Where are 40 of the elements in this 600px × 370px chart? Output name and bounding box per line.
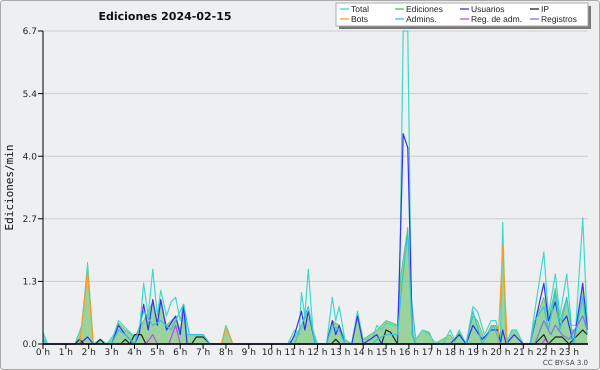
x-tick-label: 15 h [376, 348, 396, 358]
x-tick-label: 18 h [444, 348, 465, 358]
x-tick-label: 10 h [262, 348, 282, 358]
x-tick-label: 23 h [559, 348, 580, 358]
legend-label: Usuarios [471, 4, 505, 14]
x-tick-label: 19 h [468, 348, 488, 358]
x-tick-label: 0 h [36, 348, 50, 358]
x-tick-label: 2 h [82, 348, 96, 358]
x-tick-label: 21 h [513, 348, 534, 358]
y-tick-label: 4.0 [22, 152, 38, 162]
legend-label: Reg. de adm. [471, 14, 522, 24]
legend-label: Total [351, 4, 370, 14]
x-tick-label: 6 h [173, 348, 188, 358]
legend-label: Registros [541, 14, 577, 24]
y-axis-title: Ediciones/min [3, 144, 16, 231]
x-tick-label: 22 h [536, 348, 556, 358]
x-tick-label: 1 h [58, 348, 74, 358]
x-tick-label: 14 h [353, 348, 374, 358]
x-tick-label: 17 h [422, 348, 442, 358]
chart-title: Ediciones 2024-02-15 [98, 10, 232, 23]
x-tick-label: 4 h [127, 348, 142, 358]
legend-label: Admins. [406, 14, 437, 24]
x-tick-label: 7 h [196, 348, 210, 358]
x-tick-label: 13 h [330, 348, 350, 358]
x-tick-label: 20 h [490, 348, 510, 358]
x-tick-label: 11 h [284, 348, 305, 358]
legend-label: IP [541, 4, 550, 14]
y-tick-label: 1.3 [22, 278, 37, 288]
y-tick-label: 5.4 [22, 90, 38, 100]
x-tick-label: 8 h [218, 348, 234, 358]
y-tick-label: 2.7 [22, 214, 37, 225]
x-tick-label: 5 h [150, 348, 164, 358]
x-tick-label: 3 h [104, 348, 119, 358]
x-tick-label: 9 h [242, 348, 256, 358]
y-tick-label: 0.0 [22, 340, 38, 350]
x-tick-label: 16 h [398, 348, 419, 358]
x-tick-label: 12 h [307, 348, 328, 358]
legend-label: Ediciones [406, 4, 443, 14]
legend-label: Bots [351, 14, 368, 24]
y-tick-label: 6.7 [22, 27, 37, 38]
